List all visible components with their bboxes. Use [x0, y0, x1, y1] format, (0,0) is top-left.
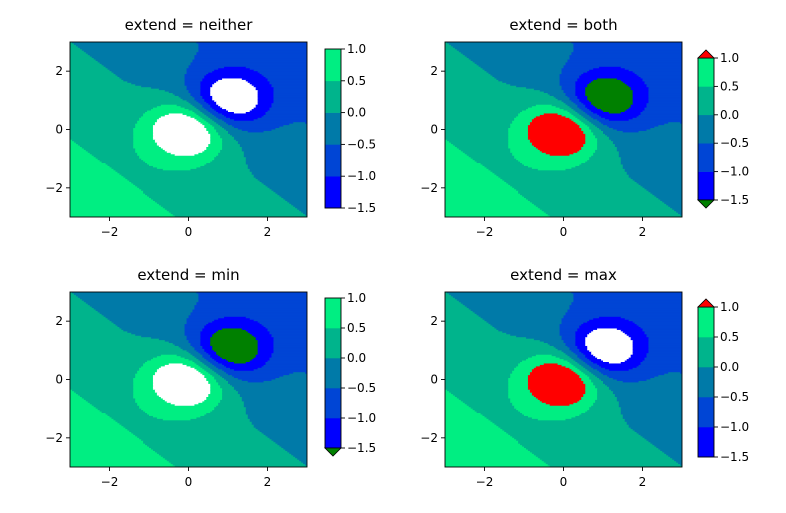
colorbar-tick-label: 0.5 — [720, 330, 739, 344]
y-tick-label: 2 — [430, 314, 438, 328]
chart-title: extend = neither — [125, 16, 254, 34]
colorbar-band — [698, 397, 714, 428]
colorbar-tick-label: 0.5 — [720, 79, 739, 93]
colorbar-tick-label: −1.5 — [720, 193, 749, 207]
colorbar-band — [698, 58, 714, 87]
colorbar-band — [698, 367, 714, 398]
y-tick-label: −2 — [45, 181, 63, 195]
colorbar-tick-label: 0.5 — [347, 321, 366, 335]
y-tick-label: 2 — [55, 314, 63, 328]
contour-fill — [70, 292, 307, 467]
colorbar-band — [325, 80, 341, 113]
subplot-max: extend = max −2 0 2 −2 0 2 −1.5 −1.0 −0.5 0.0 0.5 1.… — [420, 266, 749, 489]
x-tick-label: −2 — [101, 225, 119, 239]
x-tick-label: 0 — [185, 475, 193, 489]
colorbar-tick-label: 1.0 — [720, 300, 739, 314]
colorbar-tick-label: −1.5 — [347, 201, 376, 215]
colorbar-band — [325, 112, 341, 145]
colorbar-tick-label: 1.0 — [347, 291, 366, 305]
colorbar-band — [698, 143, 714, 172]
x-tick-label: 2 — [639, 475, 647, 489]
subplot-both: extend = both −2 0 2 −2 0 2 −1.5 −1.0 −0.5 0.0 0.5 1… — [420, 16, 749, 239]
colorbar-tick-label: −0.5 — [347, 381, 376, 395]
colorbar: −1.5 −1.0 −0.5 0.0 0.5 1.0 — [324, 42, 376, 215]
colorbar-tick-label: −1.5 — [347, 441, 376, 455]
chart-title: extend = max — [510, 266, 617, 284]
y-tick-label: −2 — [420, 431, 438, 445]
colorbar-band — [325, 358, 341, 389]
colorbar-under-extension — [324, 447, 342, 457]
y-tick-label: −2 — [420, 181, 438, 195]
colorbar-over-extension — [697, 49, 715, 59]
colorbar: −1.5 −1.0 −0.5 0.0 0.5 1.0 — [697, 298, 749, 464]
colorbar-tick-label: 0.5 — [347, 74, 366, 88]
colorbar-tick-label: −1.0 — [720, 165, 749, 179]
colorbar-tick-label: 0.0 — [347, 106, 366, 120]
y-tick-label: 2 — [55, 64, 63, 78]
colorbar-band — [698, 114, 714, 144]
colorbar-band — [325, 388, 341, 419]
y-tick-label: 0 — [55, 373, 63, 387]
colorbar-frame — [324, 48, 342, 209]
x-tick-label: 2 — [264, 225, 272, 239]
colorbar-tick-label: 1.0 — [720, 51, 739, 65]
y-tick-label: 0 — [430, 123, 438, 137]
colorbar-band — [325, 328, 341, 359]
colorbar-band — [325, 144, 341, 177]
colorbar-tick-label: 1.0 — [347, 42, 366, 56]
x-tick-label: 0 — [560, 225, 568, 239]
x-tick-label: −2 — [476, 225, 494, 239]
colorbar: −1.5 −1.0 −0.5 0.0 0.5 1.0 — [697, 49, 749, 209]
colorbar: −1.5 −1.0 −0.5 0.0 0.5 1.0 — [324, 291, 376, 457]
x-tick-label: 2 — [639, 225, 647, 239]
colorbar-tick-label: −0.5 — [347, 137, 376, 151]
colorbar-tick-label: −1.0 — [720, 420, 749, 434]
subplot-min: extend = min −2 0 2 −2 0 2 −1.5 −1.0 −0.5 0.0 0.5 1.… — [45, 266, 376, 489]
colorbar-tick-label: −1.0 — [347, 169, 376, 183]
colorbar-under-extension — [697, 199, 715, 209]
subplot-neither: extend = neither −2 0 2 −2 0 2 −1.5 −1.0 −0.5 0.0 0… — [45, 16, 376, 239]
x-tick-label: 0 — [185, 225, 193, 239]
colorbar-tick-label: −1.0 — [347, 411, 376, 425]
colorbar-band — [698, 86, 714, 116]
colorbar-band — [698, 337, 714, 368]
contour-fill — [445, 42, 682, 217]
colorbar-tick-label: 0.0 — [347, 351, 366, 365]
colorbar-over-extension — [697, 298, 715, 308]
colorbar-tick-label: −1.5 — [720, 450, 749, 464]
colorbar-tick-label: −0.5 — [720, 390, 749, 404]
x-tick-label: 2 — [264, 475, 272, 489]
x-tick-label: −2 — [476, 475, 494, 489]
colorbar-band — [325, 176, 341, 209]
colorbar-band — [325, 298, 341, 329]
y-tick-label: −2 — [45, 431, 63, 445]
y-tick-label: 2 — [430, 64, 438, 78]
colorbar-band — [325, 49, 341, 82]
contour-fill — [445, 292, 682, 467]
x-tick-label: 0 — [560, 475, 568, 489]
y-tick-label: 0 — [430, 373, 438, 387]
colorbar-band — [698, 307, 714, 338]
colorbar-band — [698, 427, 714, 458]
chart-title: extend = min — [137, 266, 239, 284]
colorbar-tick-label: −0.5 — [720, 136, 749, 150]
chart-title: extend = both — [509, 16, 617, 34]
colorbar-band — [698, 171, 714, 201]
colorbar-tick-label: 0.0 — [720, 108, 739, 122]
y-tick-label: 0 — [55, 123, 63, 137]
contour-fill — [70, 42, 307, 217]
colorbar-band — [325, 418, 341, 449]
colorbar-tick-label: 0.0 — [720, 360, 739, 374]
x-tick-label: −2 — [101, 475, 119, 489]
